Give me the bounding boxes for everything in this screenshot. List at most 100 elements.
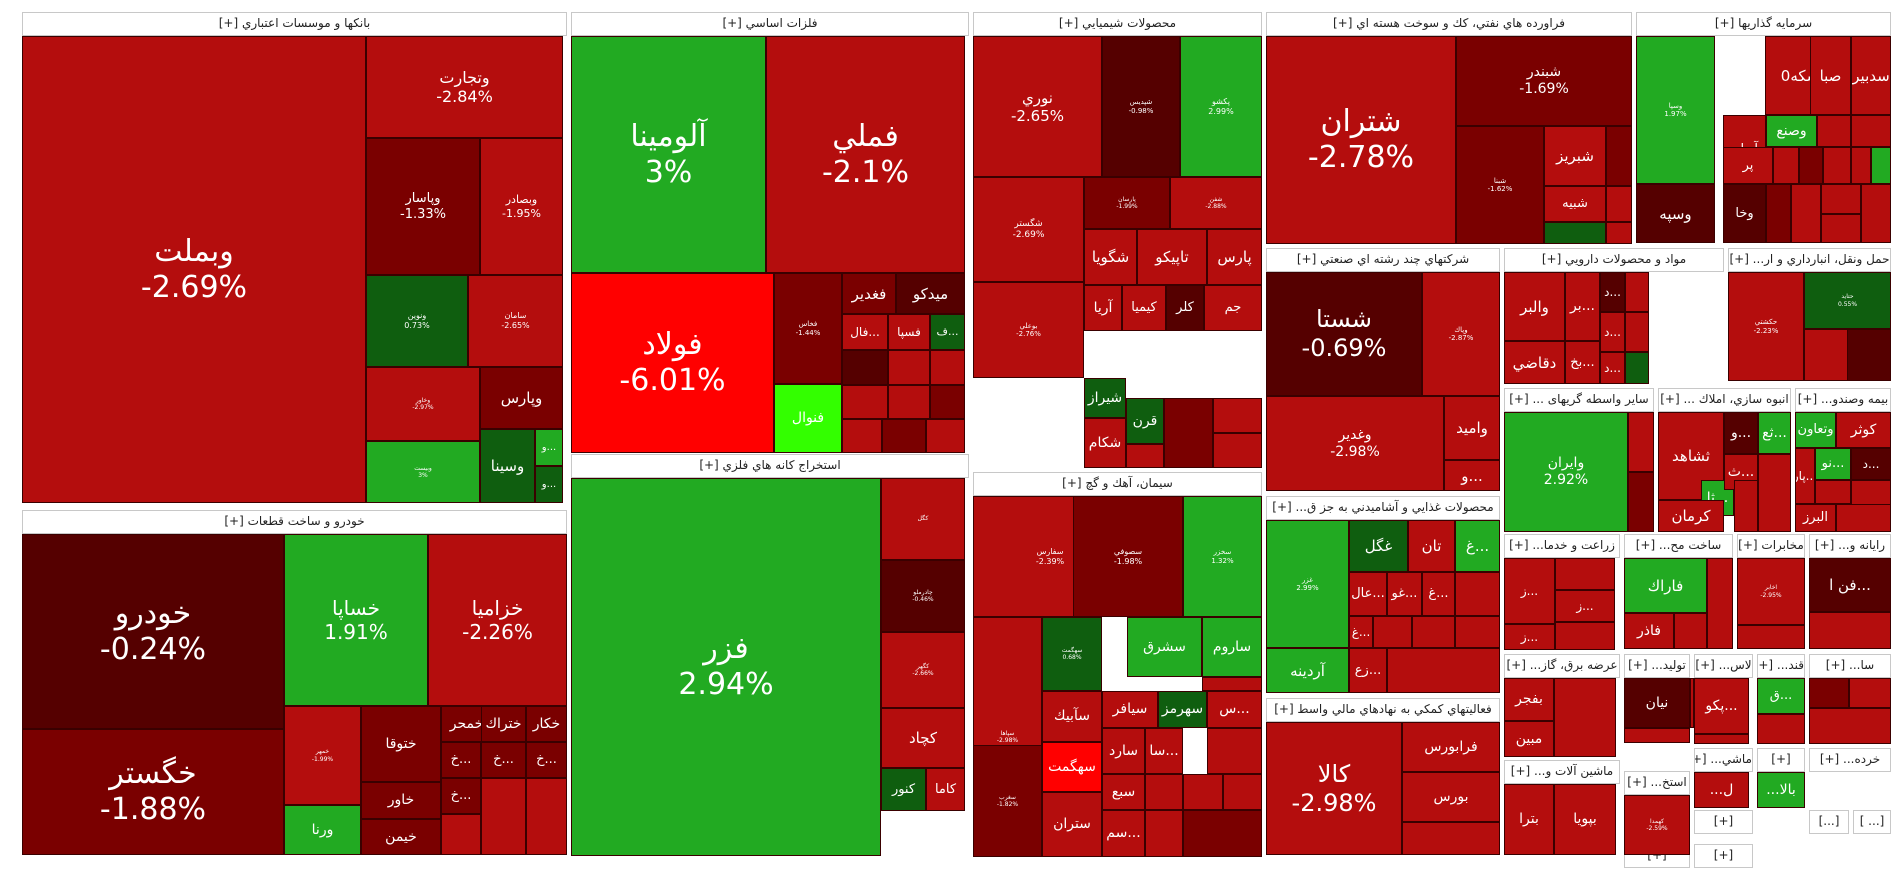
small-stock-tile[interactable] (842, 419, 882, 453)
small-stock-tile[interactable] (1734, 480, 1758, 532)
stock-tile[interactable]: وبملت -2.69% (22, 36, 366, 503)
small-stock-tile[interactable] (882, 419, 926, 453)
small-stock-tile[interactable] (1766, 184, 1791, 243)
sector-header[interactable]: انبوه سازي، املاك ... [+] (1658, 388, 1791, 412)
stock-tile[interactable]: كچاد (881, 708, 965, 768)
stock-tile[interactable]: قرن (1126, 398, 1164, 444)
small-stock-tile[interactable] (1851, 147, 1871, 184)
sector-header[interactable]: توليد... [+] (1624, 654, 1690, 678)
stock-tile[interactable]: بورس (1402, 772, 1500, 822)
stock-tile[interactable]: سهرمز (1158, 691, 1207, 728)
stock-tile[interactable]: پار... (1795, 448, 1815, 504)
stock-tile[interactable]: مبين (1504, 721, 1554, 757)
stock-tile[interactable]: فال... (842, 314, 888, 350)
sector-header[interactable]: بانكها و موسسات اعتباري [+] (22, 12, 567, 36)
stock-tile[interactable]: حكشتي -2.23% (1728, 272, 1804, 381)
stock-tile[interactable]: غ... (1422, 572, 1455, 616)
stock-tile[interactable]: شكام (1084, 418, 1126, 468)
small-stock-tile[interactable] (1836, 504, 1891, 532)
stock-tile[interactable]: غ... (1349, 616, 1373, 648)
stock-tile[interactable]: عال... (1349, 572, 1387, 616)
small-stock-tile[interactable] (1183, 774, 1223, 810)
stock-tile[interactable]: ز... (1504, 624, 1555, 650)
stock-tile[interactable]: اخابر -2.95% (1737, 558, 1805, 625)
sector-header[interactable]: ساخت مح... [+] (1624, 534, 1733, 558)
stock-tile[interactable]: فرابورس (1402, 722, 1500, 772)
stock-tile[interactable]: ز... (1504, 558, 1555, 624)
small-stock-tile[interactable] (1871, 147, 1891, 184)
sector-header[interactable]: رايانه و... [+] (1809, 534, 1891, 558)
stock-tile[interactable]: صبا (1810, 36, 1851, 115)
stock-tile[interactable]: بوعلي -2.76% (973, 282, 1084, 378)
sector-header[interactable]: محصولات غذايي و آشاميدني به جز ق... [+] (1266, 496, 1500, 520)
stock-tile[interactable]: وپاك -2.87% (1422, 272, 1500, 396)
stock-tile[interactable]: تان (1408, 520, 1455, 572)
sector-header[interactable]: شركتهاي چند رشته اي صنعتي [+] (1266, 248, 1500, 272)
small-stock-tile[interactable] (888, 350, 930, 385)
stock-tile[interactable]: فنوال (774, 384, 842, 453)
small-stock-tile[interactable] (1815, 480, 1851, 504)
small-stock-tile[interactable] (1555, 558, 1615, 590)
stock-tile[interactable]: سآبيك (1042, 691, 1102, 742)
stock-tile[interactable]: سا... (1145, 728, 1183, 774)
stock-tile[interactable]: ونوين 0.73% (366, 275, 468, 367)
small-stock-tile[interactable] (1625, 272, 1649, 312)
stock-tile[interactable]: ثع... (1758, 412, 1791, 454)
stock-tile[interactable]: كوثر (1836, 412, 1891, 448)
stock-tile[interactable]: فملي -2.1% (766, 36, 965, 273)
stock-tile[interactable]: س... (1207, 691, 1262, 728)
small-stock-tile[interactable] (1773, 147, 1799, 184)
small-stock-tile[interactable] (1809, 678, 1849, 708)
small-stock-tile[interactable] (1737, 625, 1805, 649)
stock-tile[interactable]: شپديس -0.98% (1102, 36, 1180, 177)
small-stock-tile[interactable] (842, 350, 888, 385)
small-stock-tile[interactable] (1849, 678, 1891, 708)
sector-header[interactable]: فعاليتهاي كمكي به نهادهاي مالي واسط [+] (1266, 698, 1500, 722)
small-stock-tile[interactable] (842, 385, 888, 419)
stock-tile[interactable]: كالا -2.98% (1266, 722, 1402, 855)
small-stock-tile[interactable] (481, 778, 526, 855)
small-stock-tile[interactable] (1183, 810, 1262, 857)
stock-tile[interactable]: و... (535, 466, 563, 503)
stock-tile[interactable]: پر (1723, 147, 1773, 184)
small-stock-tile[interactable] (1791, 184, 1821, 243)
sector-header[interactable]: [+] (1694, 810, 1753, 834)
small-stock-tile[interactable] (1628, 412, 1654, 472)
stock-tile[interactable]: سارد (1102, 728, 1145, 774)
stock-tile[interactable]: سخزر 1.32% (1183, 496, 1262, 617)
stock-tile[interactable]: شبيه (1544, 186, 1606, 222)
stock-tile[interactable]: وغدير -2.98% (1266, 396, 1444, 491)
sector-header[interactable]: زراعت و خدما... [+] (1504, 534, 1620, 558)
sector-header[interactable]: [...] (1809, 810, 1849, 834)
stock-tile[interactable]: شستا -0.69% (1266, 272, 1422, 396)
stock-tile[interactable]: ق... (1757, 678, 1805, 714)
stock-tile[interactable]: ساروم (1202, 617, 1262, 677)
stock-tile[interactable]: والبر (1504, 272, 1565, 341)
stock-tile[interactable]: شفن -2.88% (1170, 177, 1262, 229)
stock-tile[interactable]: فسپا (888, 314, 930, 350)
sector-header[interactable]: ماشي... [+] (1694, 748, 1753, 772)
stock-tile[interactable]: سدبير (1851, 36, 1891, 115)
stock-tile[interactable]: ف... (930, 314, 965, 350)
sector-header[interactable]: مخابرات [+] (1737, 534, 1805, 558)
stock-tile[interactable]: فولاد -6.01% (571, 273, 774, 453)
small-stock-tile[interactable] (1804, 329, 1848, 381)
small-stock-tile[interactable] (1606, 186, 1632, 222)
small-stock-tile[interactable] (1606, 126, 1632, 186)
small-stock-tile[interactable] (1625, 352, 1649, 384)
small-stock-tile[interactable] (930, 350, 965, 385)
small-stock-tile[interactable] (930, 385, 965, 419)
stock-tile[interactable]: و... (535, 429, 563, 466)
small-stock-tile[interactable] (526, 778, 567, 855)
sector-header[interactable]: مواد و محصولات دارويي [+] (1504, 248, 1724, 272)
stock-tile[interactable]: غزر 2.99% (1266, 520, 1349, 648)
sector-header[interactable]: سيمان، آهك و گچ [+] (973, 472, 1262, 496)
small-stock-tile[interactable] (1809, 612, 1891, 649)
sector-header[interactable]: سا... [+] (1809, 654, 1891, 678)
small-stock-tile[interactable] (1606, 222, 1632, 244)
sector-header[interactable]: قند... [+] (1757, 654, 1805, 678)
sector-header[interactable]: عرضه برق، گاز... [+] (1504, 654, 1620, 678)
stock-tile[interactable]: شگويا (1084, 229, 1137, 285)
stock-tile[interactable]: شبنا -1.62% (1456, 126, 1544, 244)
small-stock-tile[interactable] (1821, 214, 1861, 243)
